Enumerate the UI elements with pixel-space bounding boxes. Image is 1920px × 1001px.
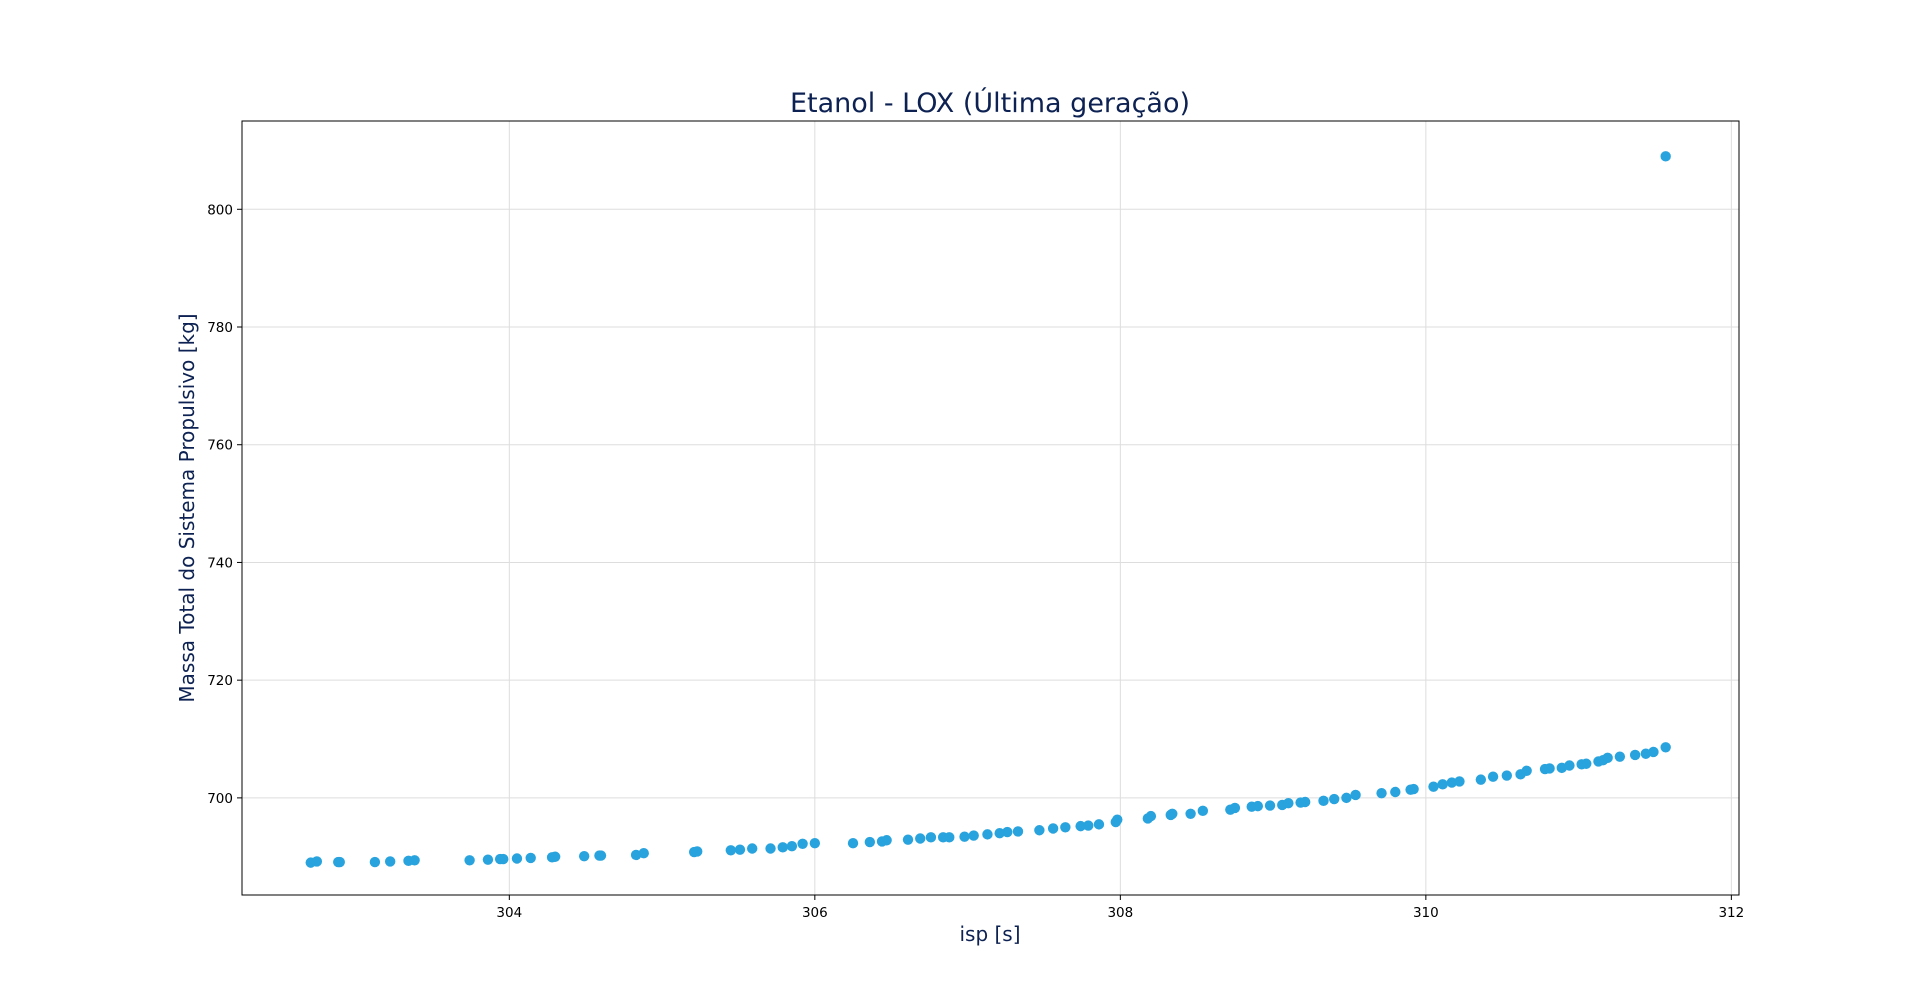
plot-frame bbox=[241, 120, 1740, 896]
y-tick-label: 720 bbox=[207, 673, 233, 689]
data-point bbox=[409, 855, 420, 866]
data-point bbox=[595, 850, 607, 861]
data-point bbox=[915, 833, 926, 844]
data-point bbox=[982, 829, 993, 840]
data-point bbox=[1034, 825, 1045, 836]
data-point bbox=[1454, 776, 1465, 787]
data-point bbox=[578, 850, 590, 862]
data-point bbox=[1083, 820, 1094, 831]
data-point bbox=[777, 842, 788, 853]
data-point bbox=[1660, 151, 1671, 162]
y-tick-label: 760 bbox=[207, 438, 233, 454]
data-point bbox=[902, 834, 914, 845]
data-point bbox=[1648, 746, 1659, 758]
data-point bbox=[1185, 808, 1196, 819]
data-point bbox=[847, 838, 859, 849]
data-point bbox=[1390, 786, 1401, 798]
y-axis-title: Massa Total do Sistema Propulsivo [kg] bbox=[175, 313, 199, 702]
data-point bbox=[1264, 800, 1276, 811]
data-point bbox=[638, 848, 649, 859]
data-point bbox=[1629, 749, 1641, 761]
data-point bbox=[1544, 763, 1555, 774]
data-point bbox=[1446, 777, 1458, 788]
data-point bbox=[1501, 770, 1513, 781]
data-point bbox=[1145, 810, 1157, 822]
data-point bbox=[1229, 802, 1241, 814]
data-point bbox=[525, 852, 536, 864]
data-point bbox=[1521, 765, 1532, 777]
data-point bbox=[968, 830, 979, 841]
x-axis-title: isp [s] bbox=[959, 922, 1020, 946]
data-point bbox=[1408, 783, 1419, 795]
data-point bbox=[498, 853, 509, 865]
data-point bbox=[1093, 819, 1105, 830]
data-point bbox=[1047, 823, 1059, 834]
data-point bbox=[1341, 792, 1352, 804]
x-tick-label: 304 bbox=[496, 905, 522, 921]
data-point bbox=[1376, 787, 1387, 799]
data-point bbox=[809, 838, 821, 849]
axis-ticks: 304 306 308 310 312 700 720 740 760 780 800 bbox=[207, 202, 1744, 921]
data-point bbox=[1012, 826, 1024, 837]
data-point bbox=[747, 843, 758, 854]
data-point bbox=[925, 832, 937, 843]
data-point bbox=[786, 840, 798, 852]
data-point bbox=[1614, 751, 1626, 762]
data-points bbox=[305, 151, 1671, 868]
data-point bbox=[692, 846, 703, 857]
y-tick-label: 700 bbox=[207, 791, 233, 807]
data-point bbox=[1660, 742, 1671, 753]
data-point bbox=[1167, 808, 1178, 819]
data-point bbox=[1564, 760, 1575, 771]
data-point bbox=[1602, 752, 1613, 764]
data-point bbox=[311, 856, 323, 867]
y-tick-label: 740 bbox=[207, 555, 233, 571]
data-point bbox=[1002, 826, 1013, 838]
data-point bbox=[1075, 820, 1086, 832]
x-tick-label: 308 bbox=[1107, 905, 1133, 921]
data-point bbox=[549, 851, 561, 862]
data-point bbox=[1283, 797, 1294, 809]
data-point bbox=[1475, 774, 1487, 785]
x-tick-label: 306 bbox=[802, 905, 828, 921]
data-point bbox=[1252, 800, 1264, 812]
data-point bbox=[1437, 779, 1448, 790]
data-point bbox=[944, 832, 955, 843]
data-point bbox=[1581, 758, 1592, 769]
data-point bbox=[1350, 789, 1361, 801]
data-point bbox=[765, 843, 776, 854]
y-tick-label: 800 bbox=[207, 202, 233, 218]
data-point bbox=[482, 854, 494, 865]
data-point bbox=[511, 853, 523, 864]
data-point bbox=[1328, 793, 1340, 805]
y-tick-label: 780 bbox=[207, 320, 233, 336]
data-point bbox=[1197, 805, 1209, 817]
data-point bbox=[797, 838, 808, 849]
data-point bbox=[1487, 771, 1499, 782]
grid-lines bbox=[242, 121, 1739, 895]
data-point bbox=[1318, 795, 1329, 807]
x-tick-label: 310 bbox=[1413, 905, 1439, 921]
data-point bbox=[1112, 814, 1123, 825]
data-point bbox=[959, 831, 970, 842]
data-point bbox=[994, 827, 1005, 839]
data-point bbox=[1060, 822, 1071, 833]
data-point bbox=[734, 844, 746, 855]
chart-title: Etanol - LOX (Última geração) bbox=[790, 87, 1190, 119]
data-point bbox=[881, 835, 892, 846]
data-point bbox=[1428, 781, 1439, 792]
data-point bbox=[384, 856, 396, 867]
data-point bbox=[725, 845, 737, 856]
data-point bbox=[334, 856, 345, 868]
data-point bbox=[369, 856, 381, 868]
data-point bbox=[464, 855, 475, 866]
data-point bbox=[1299, 796, 1311, 808]
data-point bbox=[864, 836, 876, 848]
x-tick-label: 312 bbox=[1718, 905, 1744, 921]
